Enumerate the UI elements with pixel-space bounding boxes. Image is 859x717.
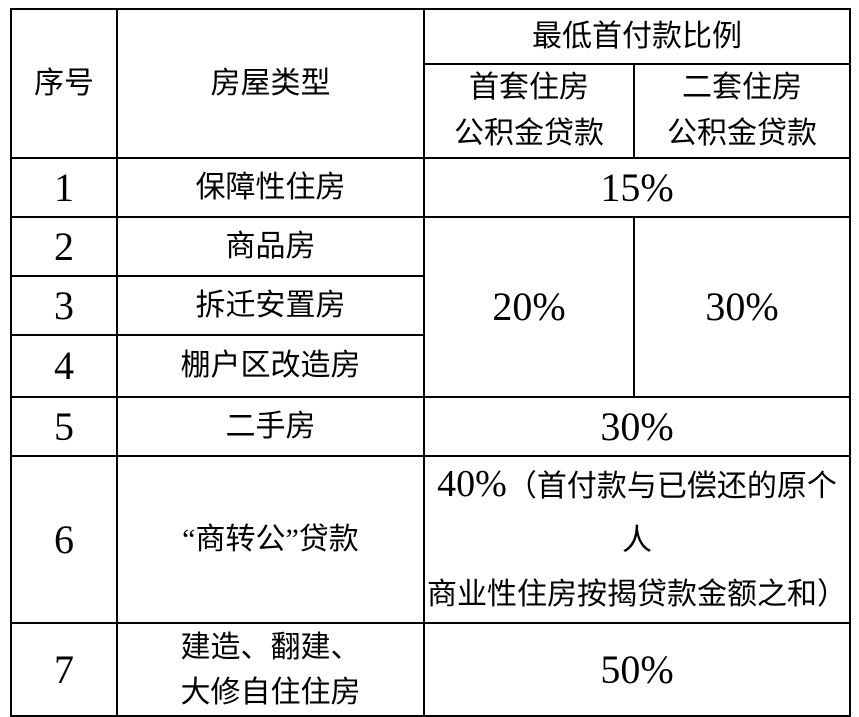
cell-row7-no: 7 <box>10 622 118 717</box>
cell-row2-no: 2 <box>10 216 118 277</box>
header-row-2: 首套住房 公积金贷款 二套住房 公积金贷款 <box>11 63 851 159</box>
document-page: 序号 房屋类型 最低首付款比例 首套住房 公积金贷款 二套住房 公积金贷款 1 … <box>10 8 851 717</box>
cell-row3-type: 拆迁安置房 <box>116 275 425 336</box>
row6-ratio-amount: 40% <box>437 463 507 505</box>
row6-ratio-note: （首付款与已偿还的原个人 商业性住房按揭贷款金额之和） <box>427 470 847 611</box>
cell-row5-ratio: 30% <box>423 396 851 457</box>
header-house-type: 房屋类型 <box>116 8 425 159</box>
table-row-1: 1 保障性住房 15% <box>10 157 851 218</box>
header-second-home-loan: 二套住房 公积金贷款 <box>633 63 851 159</box>
table-row-3: 3 拆迁安置房 <box>10 275 850 336</box>
cell-row3-no: 3 <box>10 275 118 336</box>
table-row-7: 7 建造、翻建、 大修自住住房 50% <box>10 622 851 717</box>
cell-row4-type: 棚户区改造房 <box>116 334 425 398</box>
cell-row7-ratio: 50% <box>423 622 851 717</box>
down-payment-ratio-table: 序号 房屋类型 最低首付款比例 首套住房 公积金贷款 二套住房 公积金贷款 1 … <box>10 8 851 717</box>
cell-row6-type: “商转公”贷款 <box>116 455 425 624</box>
cell-row7-type: 建造、翻建、 大修自住住房 <box>116 622 425 717</box>
cell-row5-no: 5 <box>10 396 118 457</box>
cell-row5-type: 二手房 <box>116 396 425 457</box>
cell-row4-no: 4 <box>10 334 118 398</box>
table-row-2: 2 商品房 20% 30% <box>10 216 851 398</box>
cell-rows2-4-first-ratio: 20% <box>423 216 635 398</box>
cell-row6-ratio: 40%（首付款与已偿还的原个人 商业性住房按揭贷款金额之和） <box>423 455 851 624</box>
table-row-5: 5 二手房 30% <box>10 396 851 457</box>
cell-row6-no: 6 <box>10 455 118 624</box>
cell-row1-no: 1 <box>10 157 118 218</box>
cell-row1-type: 保障性住房 <box>116 157 425 218</box>
cell-rows2-4-second-ratio: 30% <box>633 216 851 398</box>
header-index: 序号 <box>10 8 118 159</box>
table-row-4: 4 棚户区改造房 <box>10 334 850 398</box>
header-row-1: 序号 房屋类型 最低首付款比例 <box>10 8 851 159</box>
header-first-home-loan: 首套住房 公积金贷款 <box>423 63 635 159</box>
cell-row1-ratio: 15% <box>423 157 851 218</box>
cell-row2-type: 商品房 <box>116 216 425 277</box>
header-min-down-payment: 最低首付款比例 <box>423 8 851 65</box>
table-row-6: 6 “商转公”贷款 40%（首付款与已偿还的原个人 商业性住房按揭贷款金额之和） <box>10 455 851 624</box>
